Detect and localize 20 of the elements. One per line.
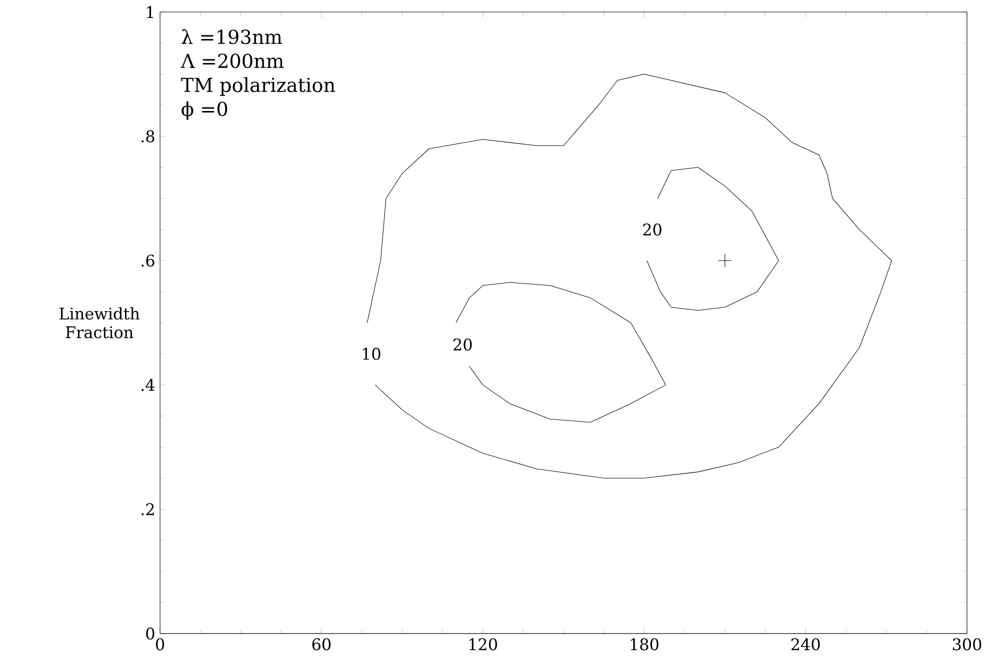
series-label: 20 [643,224,662,236]
y-tick-label: 1 [147,6,154,18]
annotation: TM polarization [181,78,336,96]
x-tick-label: 120 [470,638,498,651]
y-tick-label: .4 [142,379,155,392]
series-label: 20 [454,338,472,351]
annotation: ϕ =0 [182,102,228,120]
series-label: 10 [362,348,380,360]
x-tick-label: 240 [791,638,820,651]
x-tick-label: 180 [630,638,658,651]
x-tick-label: 300 [952,638,982,651]
x-tick-label: 0 [156,638,164,651]
y-tick-label: 0 [146,628,154,640]
y-tick-label: .6 [142,254,154,267]
annotation: λ =193nm [182,29,282,44]
y-axis-title: Linewidth Fraction [60,307,140,339]
x-tick-label: 60 [312,638,331,651]
annotation: Λ =200nm [180,54,284,68]
y-tick-label: .8 [142,130,154,143]
y-tick-label: .2 [142,503,154,516]
